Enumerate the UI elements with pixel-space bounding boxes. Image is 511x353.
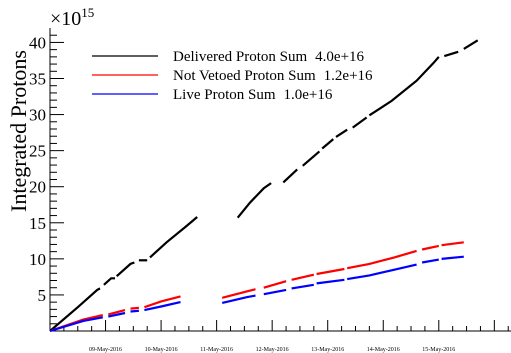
x-tick-label: 11-May-2016 <box>200 347 233 353</box>
series-0 <box>49 39 479 332</box>
series-line-segment <box>352 116 368 129</box>
series-line-segment <box>49 316 103 333</box>
y-axis: 5 10 15 20 25 30 35 40 <box>29 33 64 325</box>
legend-series-name: Live Proton Sum <box>173 87 276 103</box>
legend-series-total: 1.2e+16 <box>324 68 373 84</box>
x-tick-label: 13-May-2016 <box>311 347 344 353</box>
series-line-segment <box>347 263 417 281</box>
series-line-segment <box>130 309 139 313</box>
legend-series-total: 1.0e+16 <box>284 87 333 103</box>
y-tick-label: 25 <box>29 142 46 161</box>
series-line-segment <box>441 255 464 260</box>
legend-series-name: Not Vetoed Proton Sum <box>173 68 316 84</box>
legend-series-total: 4.0e+16 <box>315 49 364 65</box>
series-line-segment <box>149 216 198 259</box>
series-line-segment <box>144 295 181 309</box>
series-line-segment <box>421 258 439 264</box>
series-line-segment <box>346 249 417 270</box>
series-line-segment <box>316 278 345 285</box>
x-tick-label: 14-May-2016 <box>367 347 400 353</box>
series-line-segment <box>421 244 440 251</box>
series-line-segment <box>221 288 256 299</box>
series-1 <box>49 241 464 333</box>
series-line-segment <box>108 311 126 318</box>
series-line-segment <box>130 306 139 310</box>
series-line-segment <box>282 168 298 184</box>
series-line-segment <box>443 50 459 58</box>
series-layer <box>49 39 479 333</box>
y-tick-label: 40 <box>29 33 46 52</box>
x-tick-label: 15-May-2016 <box>422 347 455 353</box>
series-2 <box>49 255 464 333</box>
series-line-segment <box>263 280 287 289</box>
y-tick-label: 35 <box>29 70 46 89</box>
y-tick-label: 20 <box>29 178 46 197</box>
series-line-segment <box>316 267 345 276</box>
series-line-segment <box>144 301 181 312</box>
series-line-segment <box>335 128 348 138</box>
series-line-segment <box>221 294 256 304</box>
series-line-segment <box>236 182 272 219</box>
series-line-segment <box>49 287 101 332</box>
legend-label-live: Live Proton Sum 1.0e+16 <box>173 87 333 103</box>
y-tick-label: 10 <box>29 250 46 269</box>
y-axis-label: Integrated Protons <box>6 50 31 212</box>
series-line-segment <box>115 261 135 278</box>
legend: Delivered Proton Sum 4.0e+16 Not Vetoed P… <box>92 49 373 103</box>
x-axis: 09-May-2016 10-May-2016 11-May-2016 12-May-… <box>49 320 509 353</box>
y-multiplier: ×1015 <box>50 5 94 30</box>
x-tick-label: 12-May-2016 <box>256 347 289 353</box>
legend-label-delivered: Delivered Proton Sum 4.0e+16 <box>173 49 365 65</box>
series-line-segment <box>291 283 314 290</box>
series-line-segment <box>263 288 287 296</box>
series-line-segment <box>291 273 315 281</box>
series-line-segment <box>441 241 464 247</box>
series-line-segment <box>108 309 126 316</box>
series-line-segment <box>103 277 115 286</box>
series-line-segment <box>321 138 335 150</box>
legend-series-name: Delivered Proton Sum <box>173 49 307 65</box>
series-line-segment <box>368 56 440 117</box>
x-tick-label: 10-May-2016 <box>145 347 178 353</box>
series-line-segment <box>463 39 479 50</box>
x-tick-label: 09-May-2016 <box>89 347 122 353</box>
legend-label-not-vetoed: Not Vetoed Proton Sum 1.2e+16 <box>173 68 373 84</box>
y-tick-label: 30 <box>29 106 46 125</box>
y-multiplier-base: ×10 <box>50 8 81 30</box>
y-multiplier-exponent: 15 <box>81 5 94 20</box>
y-tick-label: 15 <box>29 214 46 233</box>
series-line-segment <box>301 150 321 167</box>
y-tick-label: 5 <box>38 286 47 305</box>
